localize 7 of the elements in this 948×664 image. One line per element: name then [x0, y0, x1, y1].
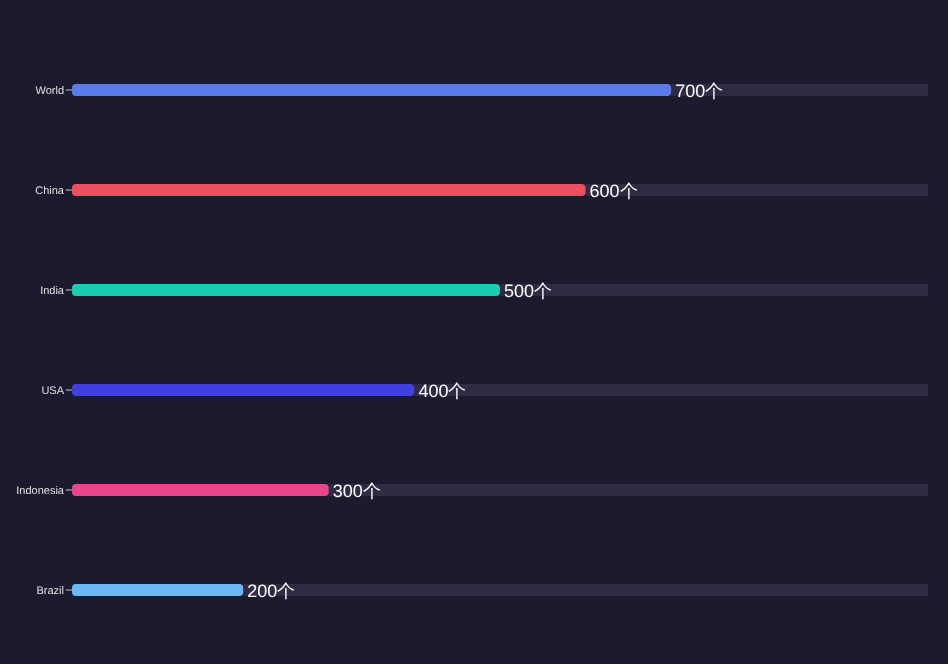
- data-label: 300个: [332, 481, 381, 501]
- data-label: 700个: [675, 81, 724, 101]
- bar: [72, 584, 244, 596]
- data-label: 500个: [504, 281, 553, 301]
- data-label: 400个: [418, 381, 467, 401]
- data-label: 600个: [589, 181, 638, 201]
- data-label: 200个: [247, 581, 296, 601]
